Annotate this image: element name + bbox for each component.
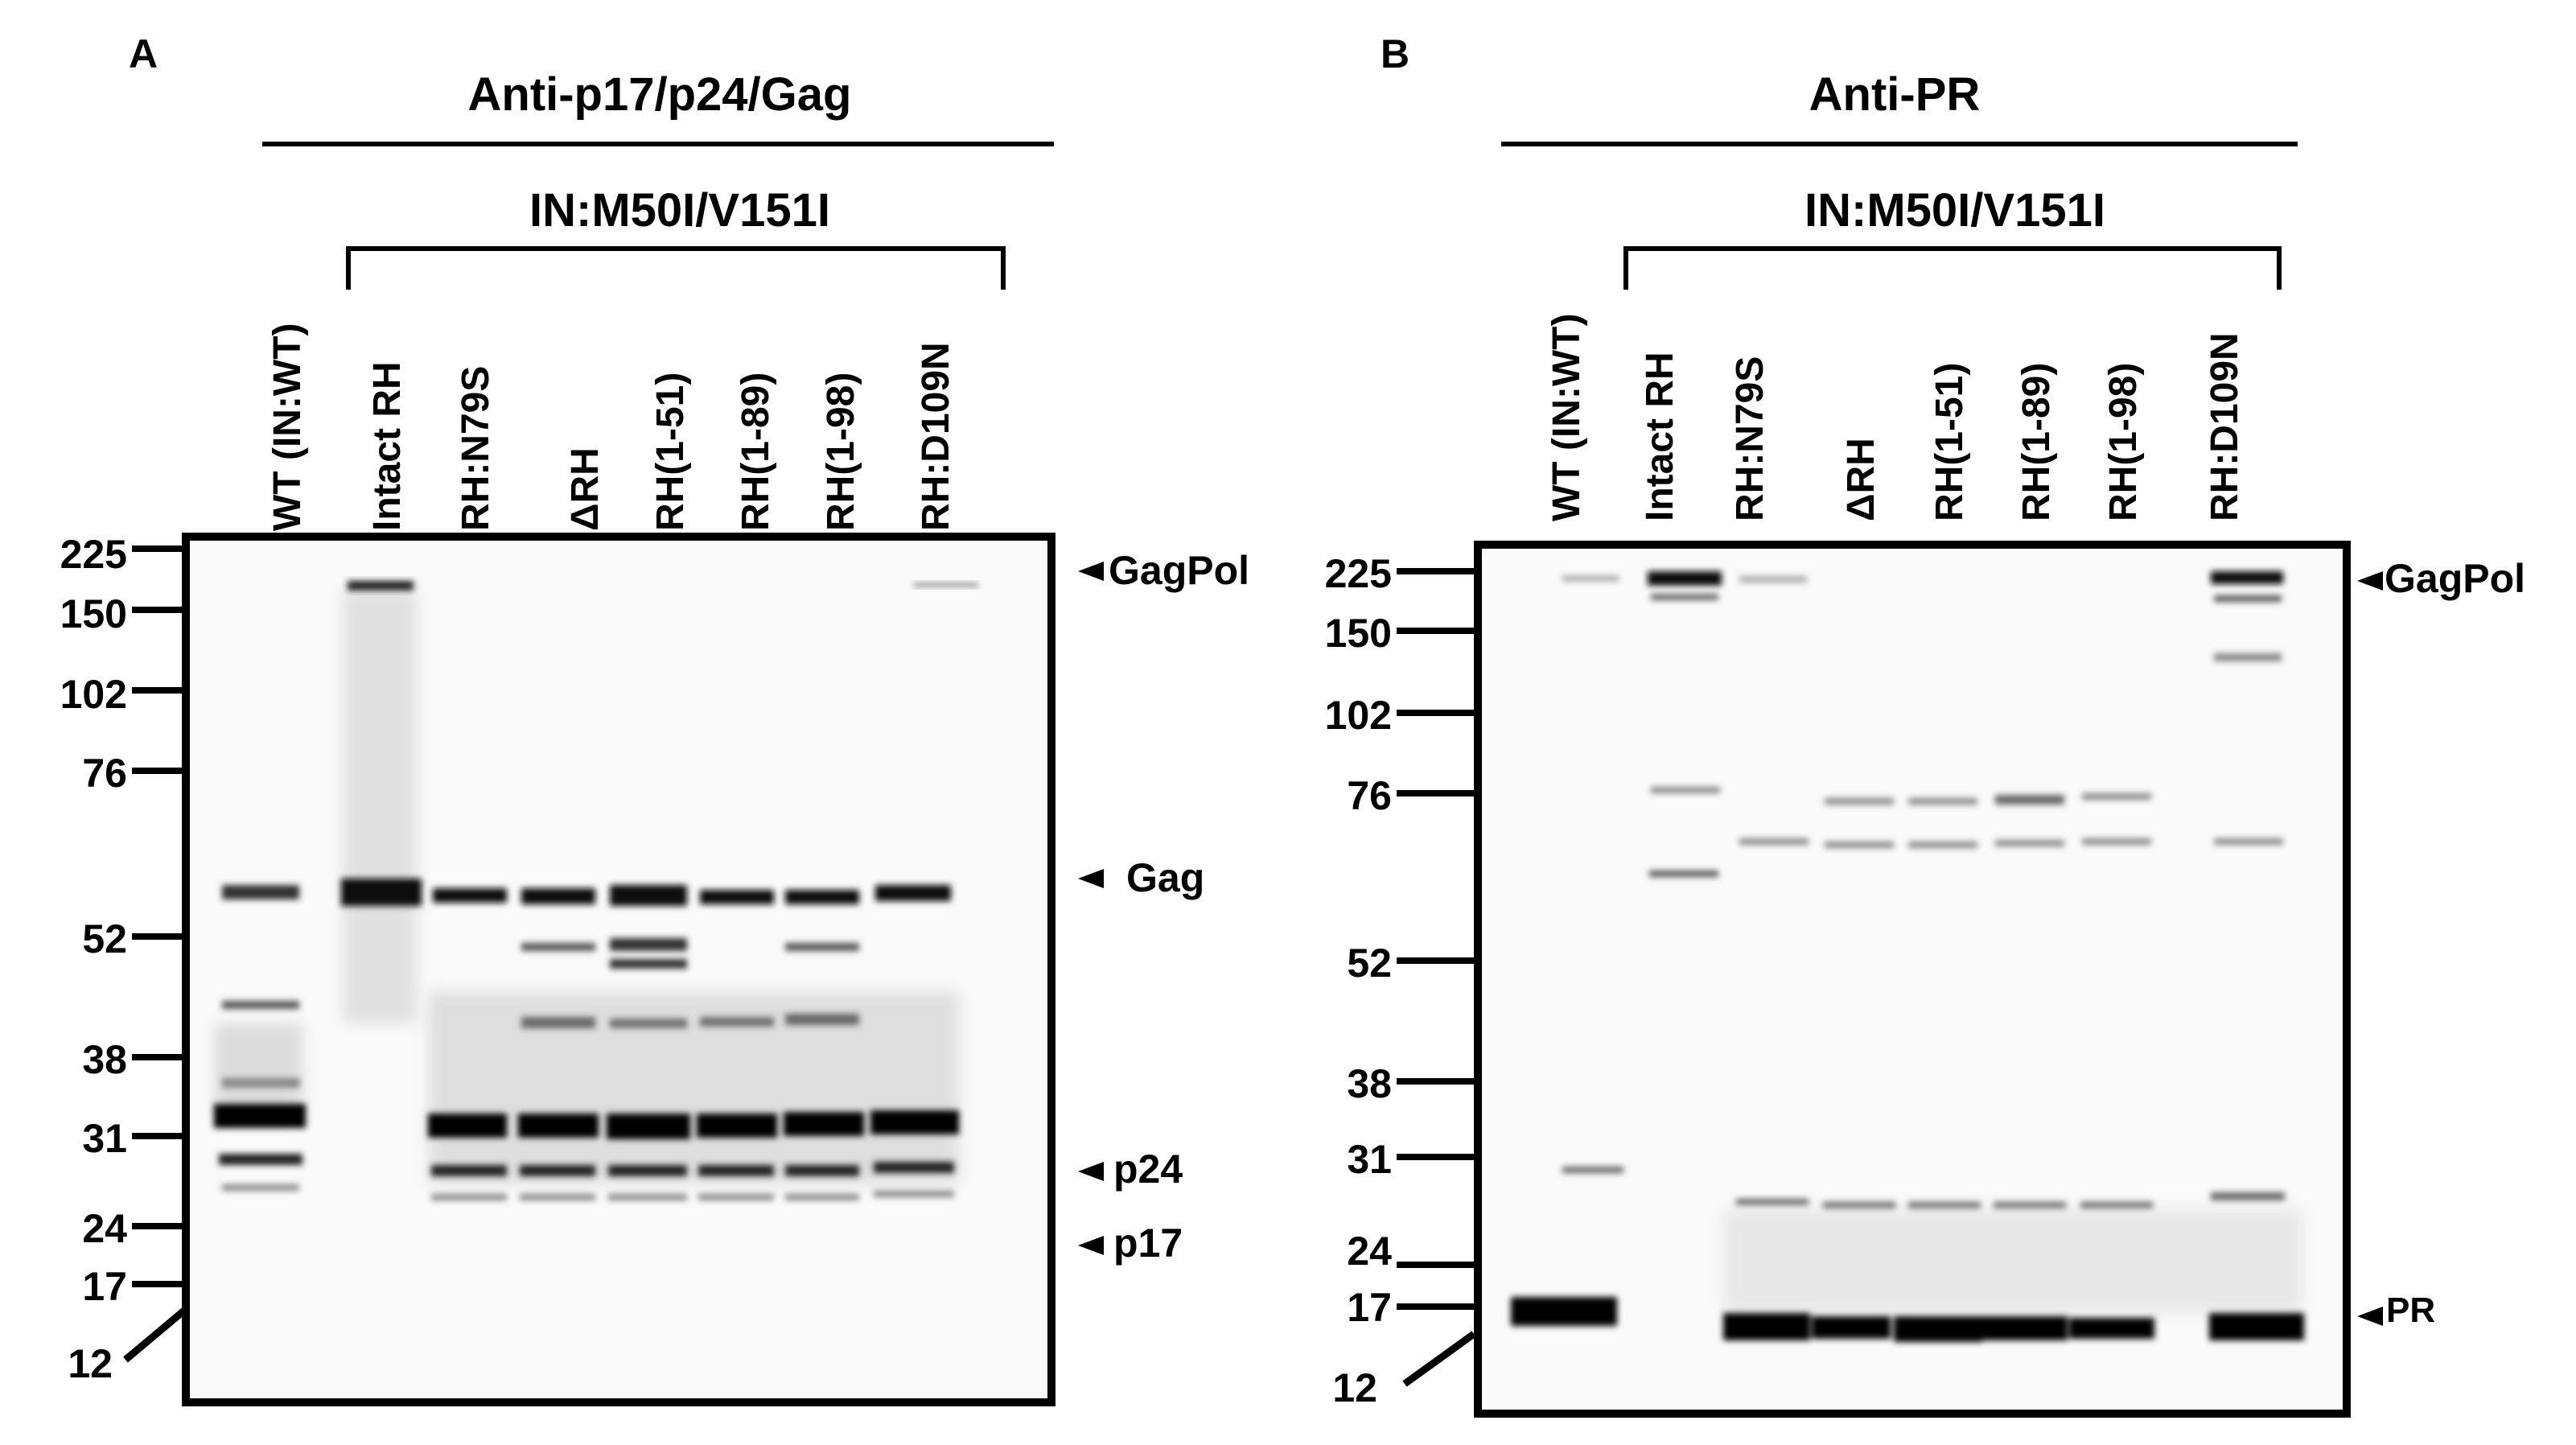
mw-marker-b-38: 38 bbox=[1347, 1061, 1392, 1106]
mw-marker-a-12: 12 bbox=[68, 1341, 113, 1386]
mw-marker-a-24: 24 bbox=[82, 1206, 127, 1251]
arrow-b-gagpol bbox=[2357, 571, 2383, 591]
lane-label-b-6: RH(1-89) bbox=[2015, 362, 2058, 521]
annotation-a-gag: Gag bbox=[1126, 855, 1205, 900]
lane-label-b-1: WT (IN:WT) bbox=[1545, 313, 1588, 521]
lane-label-a-6: RH(1-89) bbox=[735, 372, 777, 531]
mw-marker-b-52: 52 bbox=[1347, 941, 1392, 986]
annotation-a-p17: p17 bbox=[1113, 1221, 1183, 1266]
mw-tick-a-31 bbox=[132, 1133, 182, 1139]
lane-label-b-5: RH(1-51) bbox=[1928, 362, 1971, 521]
annotation-a-gagpol: GagPol bbox=[1109, 548, 1250, 593]
mw-marker-a-102: 102 bbox=[60, 672, 127, 717]
lane-label-b-2: Intact RH bbox=[1639, 352, 1681, 521]
group-label-a: IN:M50I/V151I bbox=[529, 184, 830, 237]
annotation-a-p24: p24 bbox=[1113, 1147, 1183, 1192]
mw-tick-b-76 bbox=[1397, 790, 1474, 797]
mw-tick-b-31 bbox=[1397, 1154, 1474, 1160]
antibody-rule-a bbox=[262, 142, 1054, 146]
lane-label-b-3: RH:N79S bbox=[1729, 356, 1772, 521]
mw-tick-a-12 bbox=[123, 1307, 187, 1363]
panel-letter-b: B bbox=[1381, 31, 1410, 76]
group-bracket-a bbox=[346, 246, 1006, 290]
mw-tick-b-24 bbox=[1397, 1262, 1474, 1268]
mw-tick-b-102 bbox=[1397, 710, 1474, 716]
lane-label-a-2: Intact RH bbox=[366, 361, 409, 531]
mw-marker-b-17: 17 bbox=[1347, 1285, 1392, 1330]
mw-marker-a-38: 38 bbox=[82, 1037, 127, 1082]
arrow-b-pr bbox=[2357, 1307, 2383, 1326]
lane-label-a-8: RH:D109N bbox=[915, 342, 957, 531]
lane-label-a-3: RH:N79S bbox=[455, 365, 497, 531]
lane-label-b-8: RH:D109N bbox=[2204, 332, 2246, 521]
mw-marker-b-24: 24 bbox=[1347, 1229, 1392, 1274]
mw-marker-b-12: 12 bbox=[1332, 1365, 1377, 1410]
arrow-a-p24 bbox=[1078, 1162, 1104, 1181]
blot-bands-a bbox=[214, 581, 978, 1200]
mw-marker-a-225: 225 bbox=[60, 532, 127, 577]
mw-tick-b-38 bbox=[1397, 1078, 1474, 1085]
mw-marker-a-17: 17 bbox=[82, 1264, 127, 1309]
arrow-a-p17 bbox=[1078, 1236, 1104, 1255]
annotation-b-pr: PR bbox=[2386, 1291, 2436, 1330]
mw-tick-a-225 bbox=[132, 545, 182, 552]
lane-label-b-4: ΔRH bbox=[1840, 438, 1883, 521]
mw-marker-b-150: 150 bbox=[1324, 611, 1392, 656]
lane-label-a-4: ΔRH bbox=[564, 447, 607, 531]
mw-tick-a-24 bbox=[132, 1223, 182, 1229]
mw-tick-a-102 bbox=[132, 687, 182, 694]
mw-marker-b-76: 76 bbox=[1347, 773, 1392, 818]
lane-label-a-1: WT (IN:WT) bbox=[266, 323, 309, 531]
group-label-b: IN:M50I/V151I bbox=[1804, 184, 2105, 237]
mw-tick-b-12 bbox=[1402, 1331, 1476, 1387]
group-bracket-b bbox=[1623, 246, 2282, 290]
blot-bands-b bbox=[1511, 571, 2304, 1342]
mw-marker-b-31: 31 bbox=[1347, 1137, 1392, 1182]
mw-marker-a-31: 31 bbox=[82, 1116, 127, 1161]
mw-tick-a-150 bbox=[132, 607, 182, 613]
mw-tick-a-17 bbox=[132, 1281, 182, 1287]
lane-label-a-5: RH(1-51) bbox=[649, 372, 692, 531]
annotation-b-gagpol: GagPol bbox=[2385, 556, 2526, 601]
antibody-title-a: Anti-p17/p24/Gag bbox=[467, 68, 852, 121]
blot-image-b bbox=[1474, 541, 2351, 1418]
mw-marker-a-52: 52 bbox=[82, 916, 127, 961]
mw-tick-b-225 bbox=[1397, 568, 1474, 574]
mw-marker-b-102: 102 bbox=[1324, 693, 1392, 738]
lane-label-b-7: RH(1-98) bbox=[2102, 362, 2145, 521]
mw-tick-b-17 bbox=[1397, 1303, 1474, 1310]
arrow-a-gagpol bbox=[1078, 562, 1104, 581]
mw-marker-a-150: 150 bbox=[60, 591, 127, 636]
mw-marker-b-225: 225 bbox=[1324, 551, 1392, 596]
blot-image-a bbox=[182, 533, 1056, 1406]
antibody-title-b: Anti-PR bbox=[1809, 68, 1981, 121]
panel-letter-a: A bbox=[129, 31, 158, 76]
mw-tick-b-150 bbox=[1397, 628, 1474, 634]
antibody-rule-b bbox=[1501, 142, 2298, 146]
mw-tick-b-52 bbox=[1397, 957, 1474, 964]
mw-tick-a-76 bbox=[132, 768, 182, 774]
arrow-a-gag bbox=[1078, 869, 1104, 888]
lane-label-a-7: RH(1-98) bbox=[820, 372, 862, 531]
mw-tick-a-52 bbox=[132, 933, 182, 940]
mw-marker-a-76: 76 bbox=[82, 751, 127, 796]
mw-tick-a-38 bbox=[132, 1054, 182, 1060]
